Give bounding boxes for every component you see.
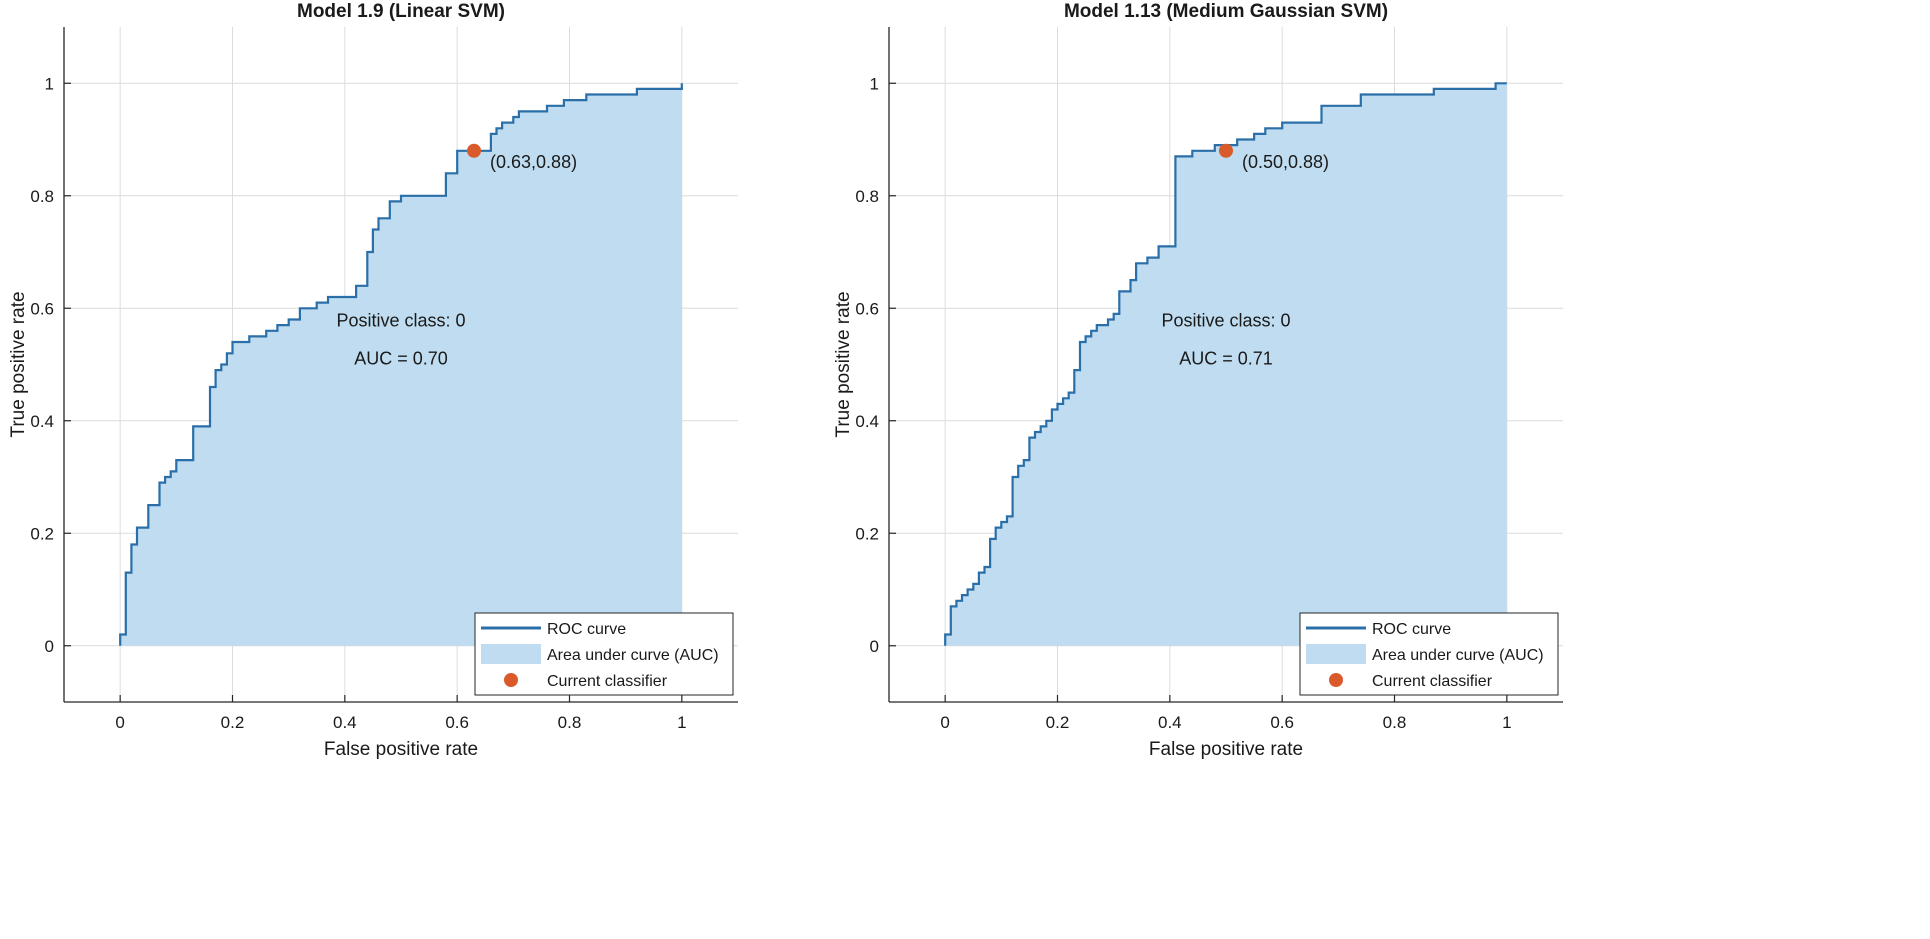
panel-linear-svm: (0.63,0.88) Positive class: 0 AUC = 0.70 0 0… <box>8 1 738 760</box>
y-tick-label: 1 <box>45 74 54 93</box>
y-tick-label: 1 <box>870 74 879 93</box>
x-axis-label: False positive rate <box>1149 739 1303 760</box>
y-tick-label: 0 <box>870 637 879 656</box>
chart-title: Model 1.9 (Linear SVM) <box>297 1 505 22</box>
legend-auc-swatch <box>1306 644 1366 664</box>
x-tick-label: 0.6 <box>1270 713 1294 732</box>
auc-area <box>120 83 682 646</box>
x-tick-label: 0 <box>940 713 949 732</box>
roc-curve <box>944 82 1507 646</box>
legend: ROC curve Area under curve (AUC) Current c… <box>474 612 734 696</box>
current-classifier-point <box>467 143 482 158</box>
legend-classifier-swatch <box>504 673 518 687</box>
current-classifier-label: (0.63,0.88) <box>490 152 577 172</box>
auc-value-label: AUC = 0.70 <box>354 348 448 368</box>
x-tick-label: 0.6 <box>445 713 469 732</box>
y-axis-label: True positive rate <box>833 291 854 437</box>
y-tick-label: 0.4 <box>855 412 879 431</box>
y-tick-label: 0.8 <box>855 187 879 206</box>
y-tick-label: 0.2 <box>855 524 879 543</box>
legend-roc-label: ROC curve <box>1372 621 1451 638</box>
y-tick-label: 0.8 <box>30 187 54 206</box>
auc-value-label: AUC = 0.71 <box>1179 348 1273 368</box>
legend-auc-label: Area under curve (AUC) <box>547 647 719 664</box>
y-tick-label: 0.6 <box>855 299 879 318</box>
y-tick-label: 0.2 <box>30 524 54 543</box>
legend-classifier-swatch <box>1329 673 1343 687</box>
x-tick-label: 0.8 <box>558 713 582 732</box>
x-tick-label: 0.4 <box>333 713 357 732</box>
y-tick-label: 0.6 <box>30 299 54 318</box>
positive-class-label: Positive class: 0 <box>1161 310 1290 330</box>
x-tick-label: 0.2 <box>221 713 245 732</box>
legend-classifier-label: Current classifier <box>1372 673 1493 690</box>
legend-auc-swatch <box>481 644 541 664</box>
x-axis-label: False positive rate <box>324 739 478 760</box>
y-axis-label: True positive rate <box>8 291 29 437</box>
x-tick-label: 0 <box>115 713 124 732</box>
legend-auc-label: Area under curve (AUC) <box>1372 647 1544 664</box>
x-tick-label: 0.8 <box>1383 713 1407 732</box>
legend-roc-label: ROC curve <box>547 621 626 638</box>
x-tick-label: 1 <box>677 713 686 732</box>
panel-medium-gaussian-svm: (0.50,0.88) Positive class: 0 AUC = 0.71 0 0… <box>833 1 1563 760</box>
current-classifier-point <box>1219 143 1233 158</box>
x-tick-label: 0.2 <box>1046 713 1070 732</box>
positive-class-label: Positive class: 0 <box>336 310 465 330</box>
roc-curve <box>119 83 683 646</box>
y-tick-label: 0 <box>45 637 54 656</box>
y-tick-label: 0.4 <box>30 412 54 431</box>
legend-classifier-label: Current classifier <box>547 673 668 690</box>
legend: ROC curve Area under curve (AUC) Current c… <box>1299 612 1559 696</box>
x-tick-label: 0.4 <box>1158 713 1182 732</box>
chart-title: Model 1.13 (Medium Gaussian SVM) <box>1064 1 1388 22</box>
auc-area <box>945 83 1507 646</box>
x-tick-label: 1 <box>1502 713 1511 732</box>
current-classifier-label: (0.50,0.88) <box>1242 152 1329 172</box>
